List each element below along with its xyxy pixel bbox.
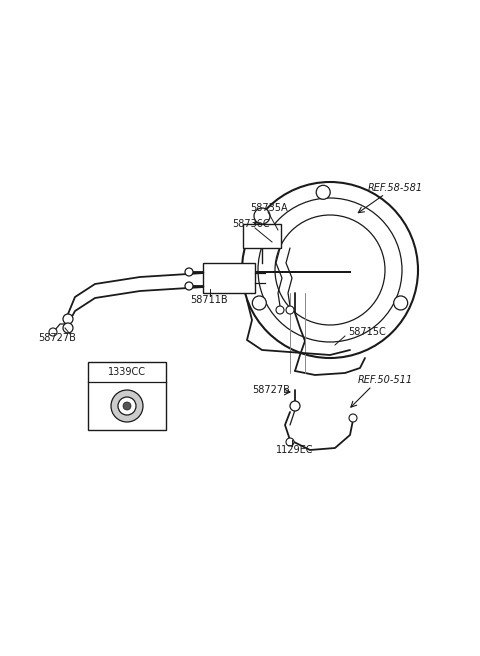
Circle shape xyxy=(276,306,284,314)
Circle shape xyxy=(252,296,266,310)
Text: 58736C: 58736C xyxy=(232,219,270,229)
Text: 58715C: 58715C xyxy=(348,327,386,337)
Text: 58711B: 58711B xyxy=(190,295,228,305)
Circle shape xyxy=(118,397,136,415)
Circle shape xyxy=(49,328,57,336)
Text: REF.58-581: REF.58-581 xyxy=(368,183,423,193)
Circle shape xyxy=(394,296,408,310)
Circle shape xyxy=(63,314,73,324)
Circle shape xyxy=(185,282,193,290)
Bar xyxy=(88,362,166,430)
Circle shape xyxy=(63,323,73,333)
Circle shape xyxy=(286,438,294,446)
Circle shape xyxy=(123,402,131,410)
Circle shape xyxy=(254,208,270,224)
Bar xyxy=(243,224,281,248)
Circle shape xyxy=(290,401,300,411)
Text: 58727B: 58727B xyxy=(252,385,290,395)
Text: 1129EC: 1129EC xyxy=(276,445,313,455)
Circle shape xyxy=(185,268,193,276)
Text: REF.50-511: REF.50-511 xyxy=(358,375,413,385)
Circle shape xyxy=(286,306,294,314)
Text: 58727B: 58727B xyxy=(38,333,76,343)
Bar xyxy=(203,263,255,293)
Circle shape xyxy=(349,414,357,422)
Text: 58735A: 58735A xyxy=(250,203,288,213)
Circle shape xyxy=(316,185,330,199)
Text: 1339CC: 1339CC xyxy=(108,367,146,377)
Circle shape xyxy=(111,390,143,422)
